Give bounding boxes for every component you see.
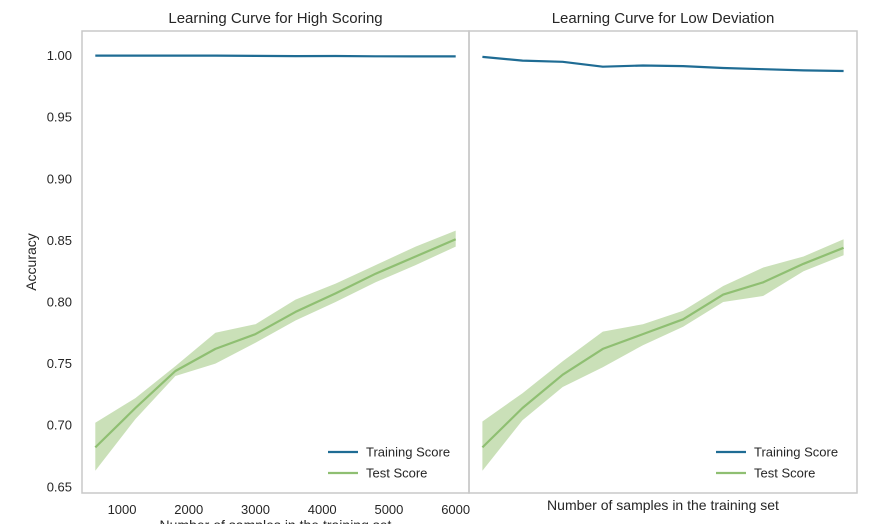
test-score-confidence-band [482, 239, 844, 471]
test-score-line [481, 246, 845, 449]
x-tick-label: 6000 [441, 502, 470, 517]
x-axis-label: Number of samples in the training set [160, 517, 392, 524]
legend-label-test-score: Test Score [754, 466, 815, 481]
chart-panel-2: Learning Curve for Low Deviation Number o… [468, 10, 858, 513]
plot-frame [468, 30, 858, 494]
x-tick-label: 4000 [308, 502, 337, 517]
x-tick-label: 5000 [374, 502, 403, 517]
x-tick-label: 1000 [108, 502, 137, 517]
y-tick-label: 0.65 [47, 479, 72, 494]
x-tick-label: 3000 [241, 502, 270, 517]
chart-title: Learning Curve for High Scoring [168, 10, 382, 27]
chart-panel-1: Learning Curve for High Scoring 0.65 0.70 0… [23, 10, 470, 524]
x-axis-label: Number of samples in the training set [547, 497, 779, 513]
training-score-line [482, 55, 844, 73]
y-tick-label: 1.00 [47, 48, 72, 63]
y-tick-label: 0.75 [47, 356, 72, 371]
test-score-line [94, 238, 457, 449]
legend-label-training-score: Training Score [754, 445, 838, 460]
y-tick-label: 0.95 [47, 110, 72, 125]
y-axis-label: Accuracy [23, 233, 39, 291]
x-tick-label: 2000 [174, 502, 203, 517]
legend-label-test-score: Test Score [366, 466, 427, 481]
y-tick-label: 0.90 [47, 171, 72, 186]
y-tick-label: 0.70 [47, 418, 72, 433]
chart-title: Learning Curve for Low Deviation [552, 10, 775, 27]
legend-label-training-score: Training Score [366, 445, 450, 460]
y-tick-label: 0.80 [47, 295, 72, 310]
training-score-line [95, 54, 456, 58]
y-tick-label: 0.85 [47, 233, 72, 248]
